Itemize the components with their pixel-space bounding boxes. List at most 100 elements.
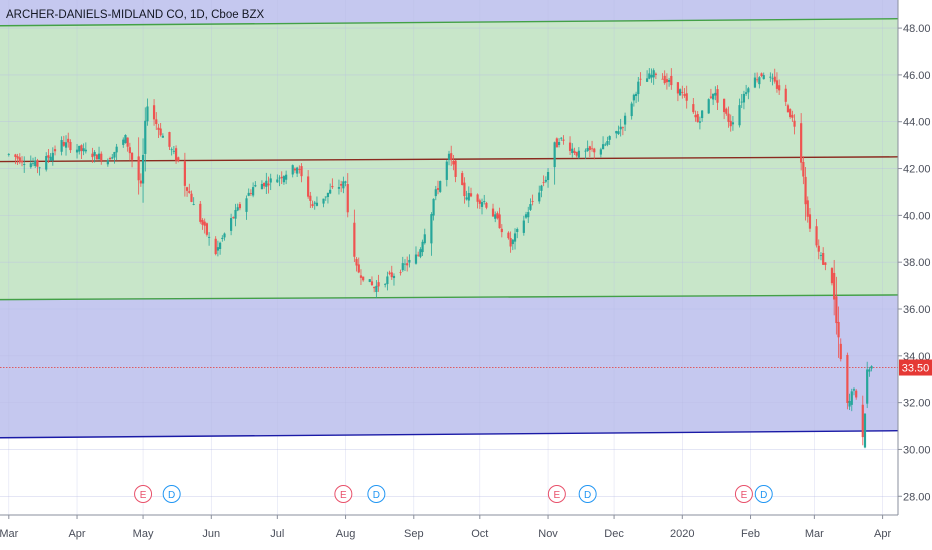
- candle-body: [824, 262, 827, 265]
- candle-body: [665, 79, 668, 83]
- candle-body: [267, 183, 270, 186]
- candle-body: [463, 182, 466, 197]
- candle-body: [115, 146, 118, 153]
- candle-body: [450, 153, 453, 161]
- price-axis-label: 32.00: [903, 398, 931, 410]
- candle-body: [729, 120, 732, 127]
- candle-body: [483, 201, 486, 202]
- candle-body: [130, 152, 134, 160]
- candle-body: [353, 222, 356, 257]
- candle-body: [139, 180, 142, 184]
- candle-body: [562, 139, 565, 141]
- dividend-marker: [754, 485, 773, 503]
- candle-body: [91, 153, 94, 158]
- candle-body: [375, 285, 378, 292]
- candle-body: [775, 80, 779, 89]
- candle-body: [245, 198, 248, 212]
- candle-body: [685, 93, 688, 101]
- time-axis-label: Oct: [471, 528, 488, 540]
- candle-body: [265, 180, 268, 187]
- candle-body: [263, 182, 266, 187]
- candle-body: [815, 226, 818, 246]
- candle-body: [480, 202, 484, 207]
- candle-body: [560, 137, 563, 139]
- price-axis-label: 30.00: [903, 444, 931, 456]
- candle-body: [639, 78, 642, 80]
- candle-body: [45, 156, 48, 170]
- candle-body: [670, 75, 673, 86]
- candle-body: [760, 73, 763, 76]
- candle-body: [692, 104, 695, 113]
- candle-body: [322, 198, 325, 204]
- candle-body: [590, 148, 594, 150]
- candle-body: [571, 148, 574, 154]
- upper-band-fill: [0, 0, 898, 26]
- candle-body: [185, 187, 189, 191]
- candle-body: [485, 202, 488, 208]
- candle-body: [252, 187, 255, 196]
- candle-body: [214, 238, 217, 255]
- candle-body: [329, 189, 332, 194]
- candle-body: [234, 210, 237, 219]
- candle-body: [36, 160, 39, 167]
- candle-body: [621, 127, 624, 129]
- candle-body: [634, 93, 638, 97]
- trend-lines[interactable]: [0, 18, 899, 439]
- candle-body: [434, 189, 437, 197]
- price-axis-label: 44.00: [903, 117, 931, 129]
- candle-body: [661, 78, 664, 80]
- lower-band-fill: [0, 294, 898, 438]
- candle-body: [608, 136, 611, 140]
- candle-body: [199, 203, 202, 222]
- candle-body: [833, 272, 836, 300]
- candle-body: [216, 247, 219, 251]
- candle-body: [47, 155, 50, 158]
- candle-body: [454, 160, 457, 177]
- candle-body: [557, 142, 561, 145]
- candle-body: [313, 202, 316, 204]
- candle-body: [315, 202, 319, 206]
- candle-body: [791, 114, 794, 118]
- candle-body: [293, 168, 297, 171]
- candle-body: [331, 185, 334, 188]
- candle-body: [568, 142, 572, 151]
- candle-body: [247, 192, 250, 196]
- candle-body: [392, 275, 396, 279]
- candle-body: [617, 131, 620, 135]
- earnings-marker: [734, 485, 753, 503]
- candle-body: [362, 276, 365, 281]
- candle-body: [106, 160, 109, 165]
- candle-body: [406, 263, 409, 266]
- candle-body: [745, 92, 748, 94]
- price-axis-label: 48.00: [903, 23, 931, 35]
- candle-body: [78, 145, 81, 152]
- last-price-badge: [899, 359, 932, 376]
- candle-body: [837, 321, 840, 338]
- candle-body: [723, 98, 726, 113]
- candle-body: [414, 254, 418, 264]
- candle-body: [34, 160, 37, 166]
- candle-body: [584, 150, 587, 152]
- candle-body: [236, 207, 239, 211]
- candle-body: [555, 138, 558, 148]
- candle-body: [452, 160, 455, 165]
- earnings-marker: [134, 485, 153, 503]
- candle-body: [701, 110, 704, 119]
- candle-body: [769, 76, 772, 78]
- candle-body: [67, 138, 70, 143]
- candle-body: [359, 275, 363, 278]
- candle-body: [529, 204, 532, 210]
- candle-body: [177, 157, 180, 161]
- candle-body: [386, 276, 389, 285]
- time-axis-label: Feb: [741, 528, 760, 540]
- candle-body: [773, 76, 776, 82]
- event-marker-label: E: [340, 490, 347, 501]
- candle-body: [762, 75, 765, 80]
- candle-body: [82, 148, 85, 152]
- candle-body: [346, 184, 349, 213]
- candle-body: [852, 389, 856, 391]
- candle-body: [168, 132, 171, 147]
